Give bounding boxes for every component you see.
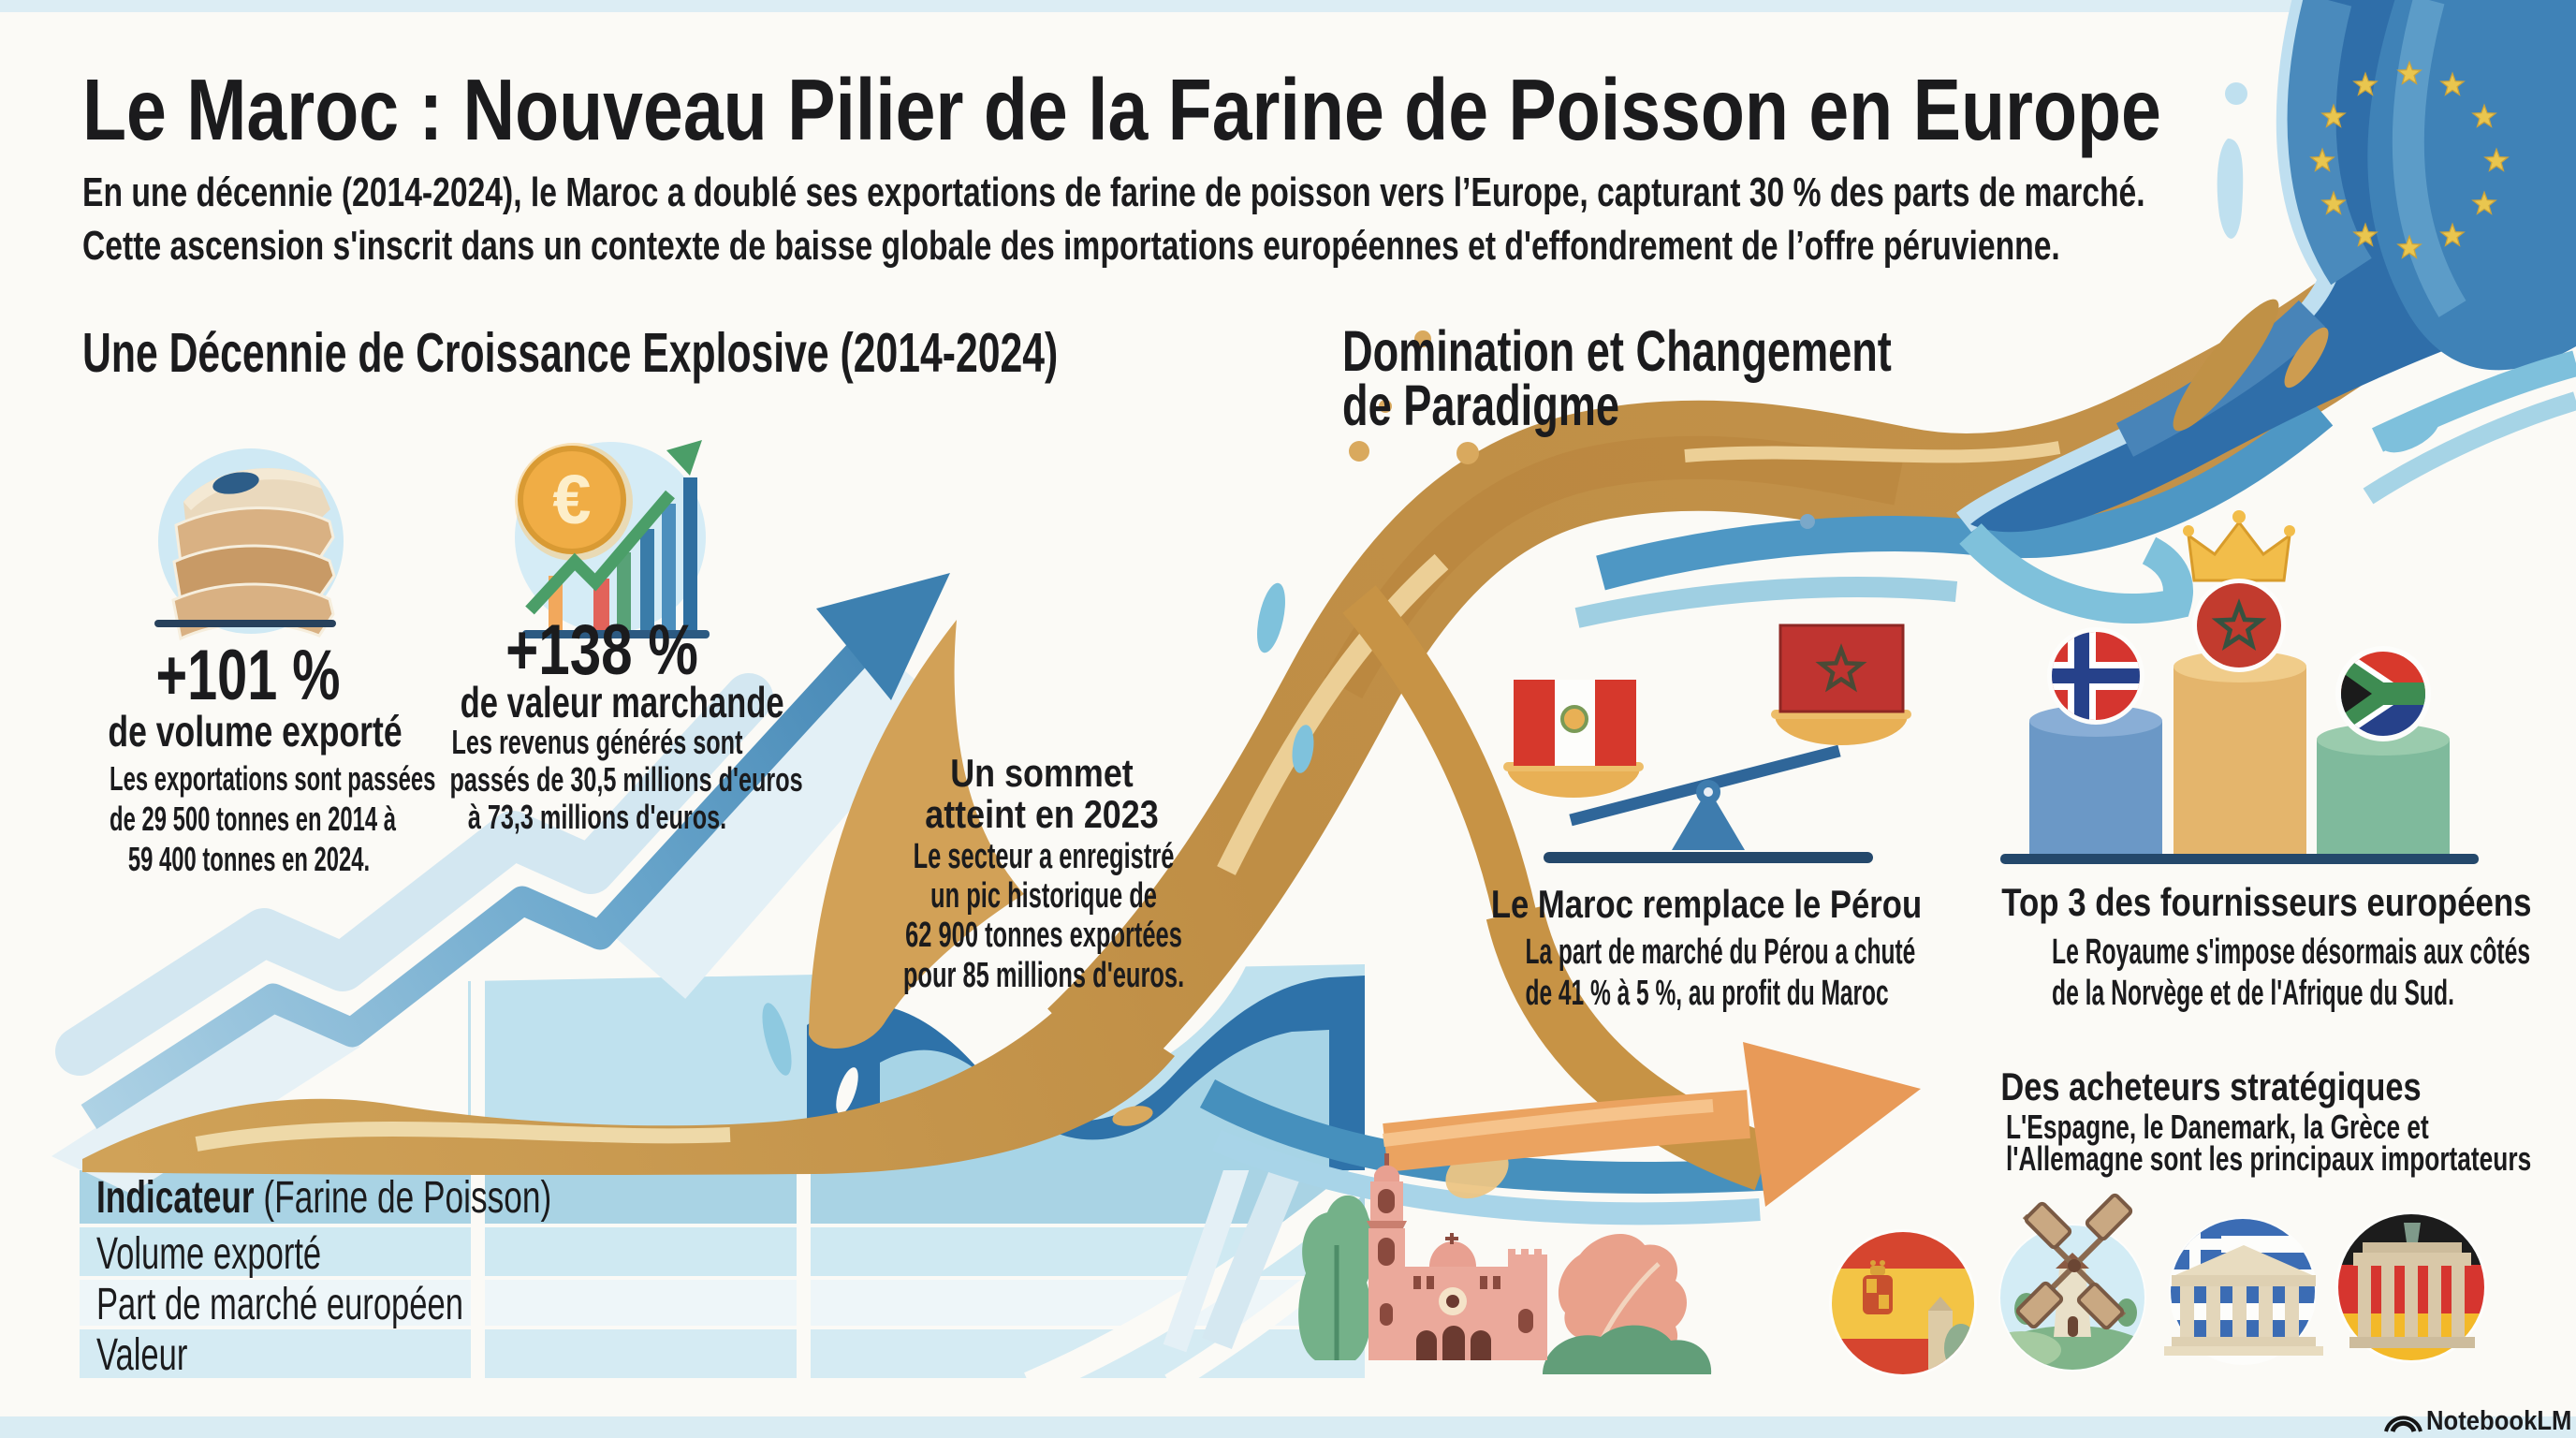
svg-text:€: €	[552, 461, 591, 538]
